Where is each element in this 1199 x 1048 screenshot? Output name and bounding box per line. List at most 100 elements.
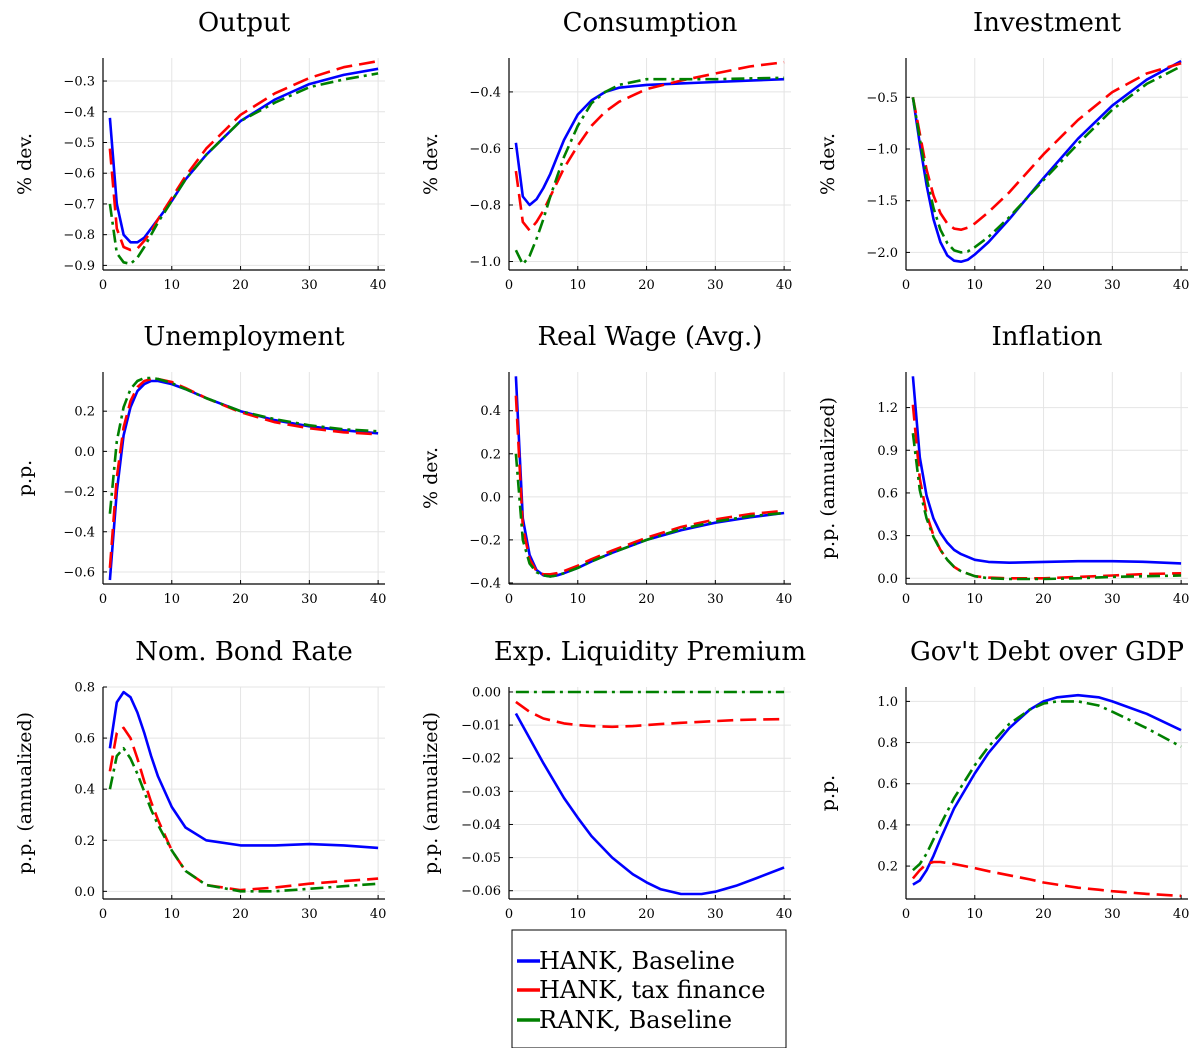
series-line-rank-baseline [108,376,379,514]
panel-inflation: 0 10 20 30 40 0.0 0.3 0.6 0.9 1.2 Inflation p.p. (a… [817,322,1189,607]
x-tick-label: 10 [570,907,587,922]
y-axis-label: % dev. [14,133,36,195]
series-line-hank-tax-finance [108,377,379,568]
y-tick-label: 0.4 [877,818,898,833]
y-tick-label: 0.4 [74,783,95,798]
legend-label-rank-baseline: RANK, Baseline [539,1006,732,1034]
x-tick-label: 10 [967,907,984,922]
x-tick-label: 10 [570,278,587,293]
panels: 0 10 20 30 40 −0.9 −0.8 −0.7 −0.6 −0.5 −0.4 −0.3 Out… [14,8,1189,922]
x-tick-label: 40 [1173,907,1190,922]
x-tick-label: 20 [1035,907,1052,922]
series-line-hank-baseline [108,379,379,581]
series-line-hank-tax-finance [515,700,785,729]
panel-title: Consumption [563,8,738,38]
y-tick-label: 0.0 [74,445,95,460]
y-tick-label: −0.4 [469,576,501,591]
x-tick-label: 40 [1173,278,1190,293]
y-tick-label: −0.5 [63,136,95,151]
panel-title: Gov't Debt over GDP [910,637,1184,667]
x-tick-label: 10 [570,592,587,607]
y-tick-label: −0.2 [469,533,501,548]
y-tick-label: 0.8 [74,681,95,696]
x-tick-label: 0 [902,592,910,607]
x-tick-label: 40 [370,907,387,922]
x-tick-label: 40 [370,592,387,607]
series-line-hank-tax-finance [108,59,379,252]
x-tick-label: 20 [638,907,655,922]
panel-unemployment: 0 10 20 30 40 −0.6 −0.4 −0.2 0.0 0.2 Unemployment p… [14,322,386,607]
x-tick-label: 10 [164,907,181,922]
x-tick-label: 30 [301,592,318,607]
x-tick-label: 20 [232,278,249,293]
series-line-hank-baseline [911,59,1182,264]
series-line-hank-baseline [108,67,379,244]
y-tick-label: −0.4 [63,105,95,120]
panel-title: Exp. Liquidity Premium [494,637,806,667]
x-tick-label: 20 [1035,278,1052,293]
x-tick-label: 30 [707,592,724,607]
series-line-rank-baseline [108,746,379,893]
series-line-rank-baseline [514,453,785,578]
y-tick-label: −0.2 [63,485,95,500]
y-tick-label: 0.0 [74,885,95,900]
series-line-hank-baseline [514,77,785,207]
y-tick-label: 0.6 [74,732,95,747]
panel-title: Nom. Bond Rate [135,637,353,667]
panel-investment: 0 10 20 30 40 −2.0 −1.5 −1.0 −0.5 Investment % dev… [817,8,1189,293]
legend-label-hank-tax: HANK, tax finance [539,976,765,1004]
y-tick-label: −0.4 [469,85,501,100]
x-tick-label: 20 [638,278,655,293]
y-tick-label: −0.06 [461,884,501,899]
y-tick-label: 0.2 [74,405,95,420]
x-tick-label: 20 [232,592,249,607]
y-tick-label: −1.0 [469,255,501,270]
y-tick-label: −0.6 [63,565,95,580]
y-tick-label: 0.3 [877,529,898,544]
x-tick-label: 30 [1104,907,1121,922]
panel-gov-t-debt-over-gdp: 0 10 20 30 40 0.2 0.4 0.6 0.8 1.0 Gov't Debt over … [817,637,1189,922]
panel-title: Investment [973,8,1122,38]
y-tick-label: −1.0 [866,143,898,158]
series-line-hank-tax-finance [911,404,1182,580]
y-tick-label: 0.00 [472,685,501,700]
series-line-hank-tax-finance [911,61,1182,231]
panel-real-wage-avg: 0 10 20 30 40 −0.4 −0.2 0.0 0.2 0.4 Real Wage (Avg… [420,322,792,607]
x-tick-label: 40 [776,592,793,607]
panel-consumption: 0 10 20 30 40 −1.0 −0.8 −0.6 −0.4 Consumption % de… [420,8,792,293]
series-line-hank-tax-finance [514,60,785,232]
series-line-rank-baseline [911,433,1182,581]
y-axis-label: % dev. [420,133,442,195]
y-tick-label: −0.5 [866,91,898,106]
y-tick-label: −0.04 [461,818,501,833]
x-tick-label: 0 [99,278,107,293]
y-tick-label: −0.4 [63,525,95,540]
y-axis-label: % dev. [817,133,839,195]
panel-output: 0 10 20 30 40 −0.9 −0.8 −0.7 −0.6 −0.5 −0.4 −0.3 Out… [14,8,386,293]
panel-title: Inflation [991,322,1102,352]
y-tick-label: 0.6 [877,777,898,792]
x-tick-label: 40 [776,907,793,922]
legend-label-hank-baseline: HANK, Baseline [539,947,735,975]
series-line-rank-baseline [911,65,1182,254]
legend: HANK, Baseline HANK, tax finance RANK, B… [511,929,787,1048]
legend-box [511,929,787,1048]
series-line-hank-tax-finance [514,395,785,576]
y-tick-label: −0.05 [461,851,501,866]
y-tick-label: 0.4 [480,404,501,419]
y-tick-label: 0.2 [74,834,95,849]
series-line-rank-baseline [514,76,785,266]
x-tick-label: 0 [99,907,107,922]
x-tick-label: 40 [1173,592,1190,607]
y-tick-label: −0.6 [63,167,95,182]
x-tick-label: 20 [1035,592,1052,607]
y-tick-label: 0.8 [877,736,898,751]
y-axis-label: p.p. [817,775,839,811]
x-tick-label: 20 [638,592,655,607]
y-tick-label: 0.6 [877,486,898,501]
y-axis-label: p.p. (annualized) [420,712,442,874]
panel-nom-bond-rate: 0 10 20 30 40 0.0 0.2 0.4 0.6 0.8 Nom. Bond Rate p.… [14,637,386,922]
y-tick-label: −2.0 [866,246,898,261]
y-axis-label: % dev. [420,447,442,509]
